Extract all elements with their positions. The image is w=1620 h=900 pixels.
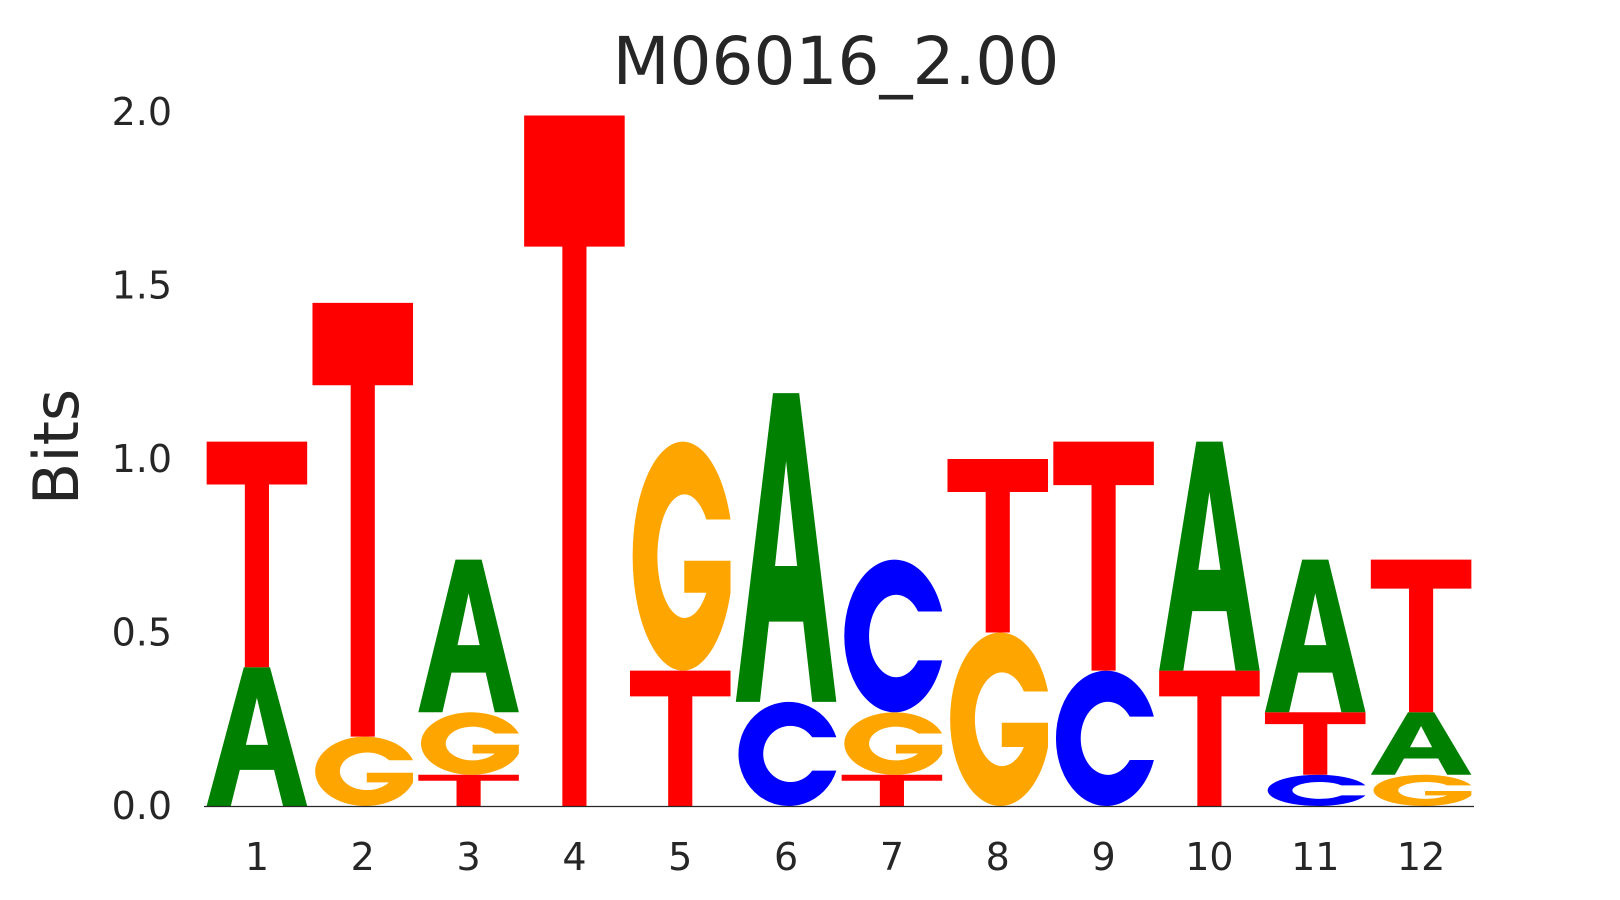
letter-t-pos-10 — [1159, 670, 1260, 806]
letter-c-pos-6 — [738, 701, 837, 806]
letter-a-pos-10 — [1159, 441, 1260, 671]
x-tick-label: 2 — [351, 835, 375, 879]
letter-g-pos-5 — [632, 441, 731, 671]
x-tick-label: 1 — [245, 835, 269, 879]
letter-t-pos-4 — [524, 115, 625, 807]
y-tick-label: 0.0 — [112, 784, 172, 828]
x-tick-label: 7 — [880, 835, 904, 879]
y-tick-label: 1.0 — [112, 437, 172, 481]
x-tick-label: 8 — [986, 835, 1010, 879]
x-tick-label: 10 — [1185, 835, 1233, 879]
x-tick-label: 9 — [1091, 835, 1115, 879]
y-axis-ticks: 0.0 0.5 1.0 1.5 2.0 — [112, 90, 172, 828]
letter-stacks — [206, 115, 1472, 807]
x-tick-label: 5 — [668, 835, 692, 879]
y-tick-label: 0.5 — [112, 611, 172, 655]
y-axis-label: Bits — [20, 389, 93, 505]
letter-a-pos-12 — [1370, 712, 1472, 775]
letter-a-pos-1 — [206, 667, 308, 806]
letter-a-pos-3 — [418, 559, 519, 713]
letter-g-pos-12 — [1373, 774, 1472, 806]
letter-t-pos-9 — [1053, 441, 1154, 671]
x-tick-label: 6 — [774, 835, 798, 879]
letter-t-pos-1 — [206, 441, 308, 668]
x-tick-label: 3 — [456, 835, 480, 879]
letter-a-pos-11 — [1264, 559, 1366, 713]
letter-t-pos-11 — [1264, 712, 1366, 775]
letter-a-pos-6 — [735, 393, 837, 702]
letter-c-pos-9 — [1055, 670, 1154, 806]
x-tick-label: 4 — [562, 835, 586, 879]
chart-title: M06016_2.00 — [613, 23, 1060, 100]
letter-t-pos-8 — [947, 459, 1049, 633]
letter-t-pos-3 — [418, 774, 519, 806]
letter-g-pos-8 — [950, 632, 1049, 806]
letter-c-pos-11 — [1267, 774, 1366, 806]
letter-g-pos-7 — [844, 712, 943, 775]
letter-t-pos-12 — [1370, 559, 1472, 713]
y-tick-label: 2.0 — [112, 90, 172, 134]
x-tick-label: 11 — [1291, 835, 1339, 879]
letter-c-pos-7 — [844, 559, 943, 713]
letter-t-pos-5 — [629, 670, 731, 806]
letter-t-pos-2 — [312, 302, 414, 737]
letter-g-pos-3 — [420, 712, 519, 775]
letter-g-pos-2 — [315, 736, 414, 806]
letter-t-pos-7 — [841, 774, 943, 806]
x-axis-ticks: 1 2 3 4 5 6 7 8 9 10 11 12 — [245, 835, 1445, 879]
y-tick-label: 1.5 — [112, 264, 172, 308]
x-tick-label: 12 — [1397, 835, 1445, 879]
